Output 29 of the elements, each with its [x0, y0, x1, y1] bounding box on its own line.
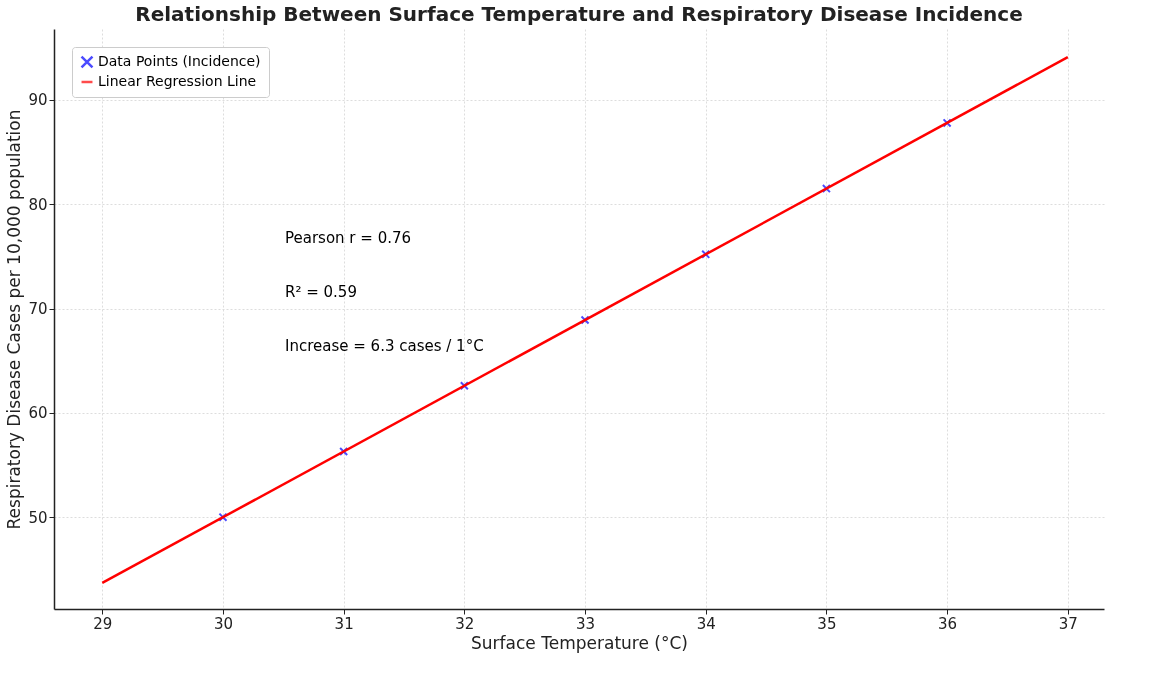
y-tick-label: 70: [28, 300, 48, 319]
point: [339, 446, 349, 457]
x-tick-label: 34: [696, 614, 716, 633]
legend-label: Data Points (Incidence): [98, 53, 261, 69]
chart-title: Relationship Between Surface Temperature and Respiratory Disease Incidence: [135, 2, 1023, 26]
legend-label: Linear Regression Line: [98, 73, 257, 89]
y-tick-label: 60: [28, 404, 48, 423]
x-tick-label: 37: [1058, 614, 1078, 633]
x-tick-label: 30: [213, 614, 234, 633]
x-tick-label: 32: [455, 614, 475, 633]
x-tick-label: 29: [93, 614, 113, 633]
point: [580, 315, 590, 325]
x-tick-label: 33: [575, 614, 596, 633]
x-tick-label: 36: [938, 614, 958, 633]
y-tick-label: 90: [28, 91, 48, 110]
y-tick-label: 80: [28, 195, 48, 214]
point: [701, 249, 711, 259]
annotation: Pearson r = 0.76: [285, 228, 412, 247]
x-tick-label: 35: [817, 614, 837, 633]
annotation: Increase = 6.3 cases / 1°C: [285, 336, 484, 355]
annotation: R² = 0.59: [285, 282, 357, 301]
y-axis-title: Respiratory Disease Cases per 10,000 population: [4, 109, 25, 530]
point: [218, 512, 228, 522]
x-axis-title: Surface Temperature (°C): [471, 632, 688, 653]
y-tick-label: 50: [28, 508, 48, 527]
point: [821, 184, 831, 194]
point: [459, 381, 469, 391]
x-tick-label: 31: [334, 614, 354, 633]
point: [942, 118, 952, 128]
